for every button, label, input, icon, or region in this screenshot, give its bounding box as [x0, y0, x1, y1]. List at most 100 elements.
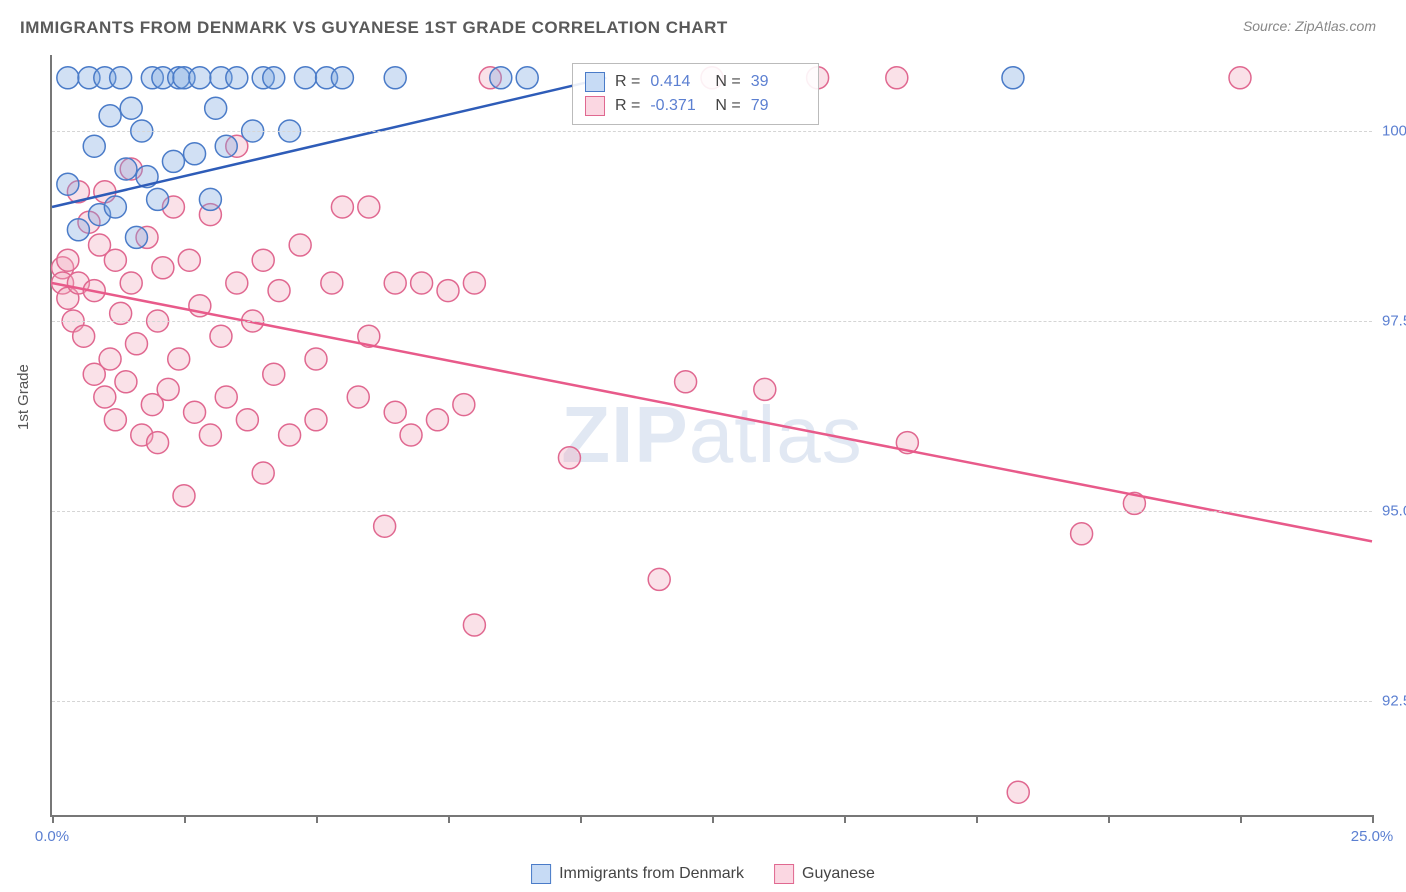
- data-point: [384, 67, 406, 89]
- gridline: [52, 511, 1372, 512]
- data-point: [205, 97, 227, 119]
- data-point: [1229, 67, 1251, 89]
- data-point: [152, 257, 174, 279]
- legend-label: Guyanese: [802, 865, 875, 883]
- data-point: [374, 515, 396, 537]
- data-point: [178, 249, 200, 271]
- data-point: [210, 325, 232, 347]
- legend-item: Immigrants from Denmark: [531, 864, 744, 884]
- chart-title: IMMIGRANTS FROM DENMARK VS GUYANESE 1ST …: [20, 18, 728, 38]
- data-point: [199, 424, 221, 446]
- data-point: [110, 67, 132, 89]
- legend-swatch: [531, 864, 551, 884]
- y-tick-label: 95.0%: [1382, 503, 1406, 520]
- data-point: [558, 447, 580, 469]
- data-point: [162, 150, 184, 172]
- x-tick-label: 0.0%: [35, 828, 69, 845]
- data-point: [1002, 67, 1024, 89]
- gridline: [52, 321, 1372, 322]
- data-point: [490, 67, 512, 89]
- data-point: [57, 67, 79, 89]
- x-tick: [448, 815, 450, 823]
- data-point: [199, 188, 221, 210]
- legend-stats-row: R =0.414N =39: [585, 70, 806, 94]
- data-point: [305, 348, 327, 370]
- n-value: 39: [751, 73, 806, 91]
- legend-label: Immigrants from Denmark: [559, 865, 744, 883]
- data-point: [516, 67, 538, 89]
- data-point: [147, 432, 169, 454]
- data-point: [125, 226, 147, 248]
- data-point: [73, 325, 95, 347]
- r-value: 0.414: [650, 73, 705, 91]
- data-point: [168, 348, 190, 370]
- r-value: -0.371: [650, 97, 705, 115]
- data-point: [189, 67, 211, 89]
- legend-swatch: [774, 864, 794, 884]
- data-point: [226, 67, 248, 89]
- data-point: [67, 219, 89, 241]
- data-point: [120, 272, 142, 294]
- data-point: [754, 378, 776, 400]
- gridline: [52, 131, 1372, 132]
- data-point: [147, 188, 169, 210]
- correlation-legend: R =0.414N =39R =-0.371N =79: [572, 63, 819, 125]
- x-tick: [580, 815, 582, 823]
- data-point: [384, 272, 406, 294]
- data-point: [453, 394, 475, 416]
- data-point: [426, 409, 448, 431]
- data-point: [120, 97, 142, 119]
- x-tick: [52, 815, 54, 823]
- data-point: [1007, 781, 1029, 803]
- data-point: [94, 386, 116, 408]
- data-point: [252, 249, 274, 271]
- gridline: [52, 701, 1372, 702]
- data-point: [463, 272, 485, 294]
- data-point: [104, 249, 126, 271]
- data-point: [347, 386, 369, 408]
- x-tick-label: 25.0%: [1351, 828, 1394, 845]
- data-point: [400, 424, 422, 446]
- data-point: [99, 105, 121, 127]
- data-point: [289, 234, 311, 256]
- data-point: [57, 173, 79, 195]
- data-point: [263, 363, 285, 385]
- x-tick: [1240, 815, 1242, 823]
- x-tick: [1372, 815, 1374, 823]
- data-point: [83, 135, 105, 157]
- n-value: 79: [751, 97, 806, 115]
- r-label: R =: [615, 73, 640, 91]
- legend-item: Guyanese: [774, 864, 875, 884]
- data-point: [236, 409, 258, 431]
- data-point: [294, 67, 316, 89]
- data-point: [437, 280, 459, 302]
- data-point: [125, 333, 147, 355]
- data-point: [157, 378, 179, 400]
- data-point: [226, 272, 248, 294]
- y-tick-label: 100.0%: [1382, 123, 1406, 140]
- data-point: [104, 409, 126, 431]
- x-tick: [316, 815, 318, 823]
- data-point: [99, 348, 121, 370]
- data-point: [104, 196, 126, 218]
- data-point: [215, 135, 237, 157]
- legend-swatch: [585, 72, 605, 92]
- data-point: [358, 196, 380, 218]
- plot-area: ZIPatlas R =0.414N =39R =-0.371N =79 92.…: [50, 55, 1372, 817]
- source-attribution: Source: ZipAtlas.com: [1243, 18, 1376, 34]
- data-point: [263, 67, 285, 89]
- data-point: [331, 67, 353, 89]
- data-point: [115, 158, 137, 180]
- y-tick-label: 97.5%: [1382, 313, 1406, 330]
- data-point: [384, 401, 406, 423]
- data-point: [57, 249, 79, 271]
- data-point: [648, 568, 670, 590]
- data-point: [411, 272, 433, 294]
- data-point: [184, 143, 206, 165]
- data-point: [279, 424, 301, 446]
- data-point: [215, 386, 237, 408]
- data-point: [184, 401, 206, 423]
- data-point: [463, 614, 485, 636]
- data-point: [252, 462, 274, 484]
- r-label: R =: [615, 97, 640, 115]
